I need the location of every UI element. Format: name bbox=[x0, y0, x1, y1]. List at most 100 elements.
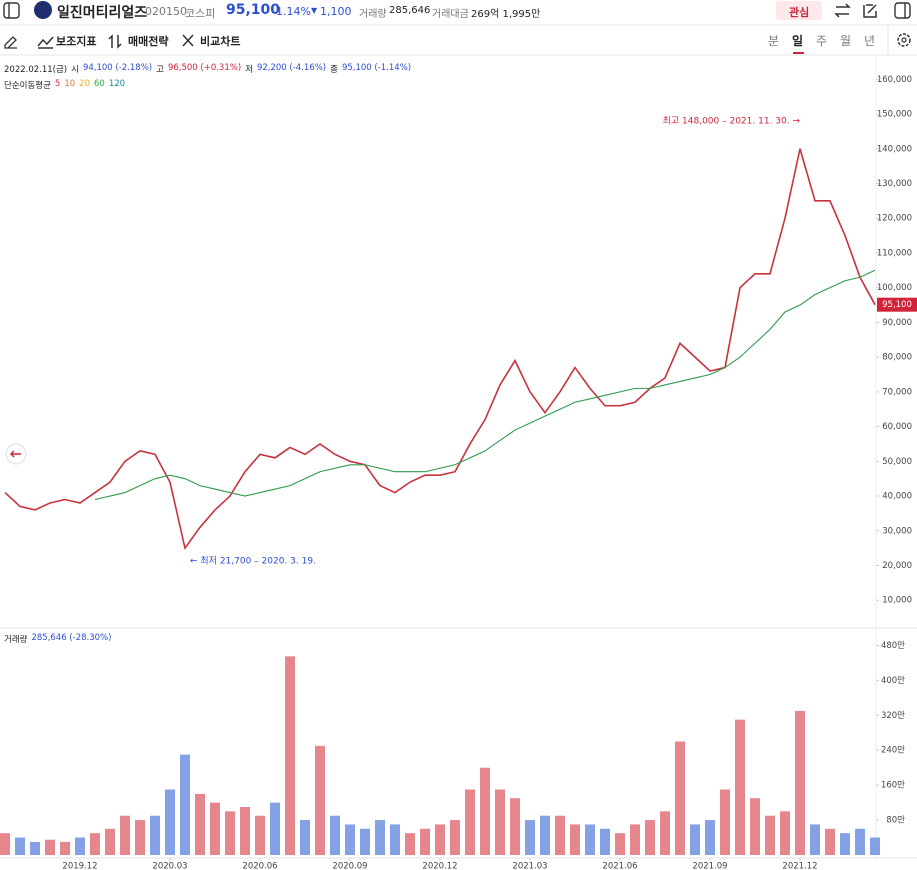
ma-legend-item: 60 bbox=[94, 79, 105, 89]
volume-bar bbox=[345, 824, 355, 855]
volume-bar bbox=[870, 837, 880, 855]
date: 2022.02.11(금) bbox=[4, 65, 68, 75]
volume-bar bbox=[840, 833, 850, 855]
y-tick-label: 140,000 bbox=[877, 144, 912, 154]
volume-bar bbox=[180, 754, 190, 855]
volume-bar bbox=[600, 828, 610, 855]
volume-bar bbox=[765, 815, 775, 855]
volume-bar bbox=[120, 815, 130, 855]
y-tick-label: 150,000 bbox=[877, 110, 912, 120]
ma-legend: 단순이동평균 5 10 20 60 120 bbox=[4, 79, 125, 91]
volume-bar bbox=[405, 833, 415, 855]
swap-icon[interactable] bbox=[834, 3, 851, 18]
indicator-icon[interactable] bbox=[37, 36, 54, 49]
volume-bar bbox=[0, 833, 10, 855]
volume-bar bbox=[75, 837, 85, 855]
value: 95,100 (-1.14%) bbox=[341, 63, 412, 73]
label: 종 bbox=[330, 65, 338, 75]
volume-bar bbox=[780, 811, 790, 855]
last-price-tag bbox=[877, 297, 917, 312]
volume-bar bbox=[450, 820, 460, 855]
volume-bar bbox=[810, 824, 820, 855]
logo bbox=[34, 1, 52, 19]
volume-bar bbox=[315, 745, 325, 855]
y-tick-label: 120,000 bbox=[877, 214, 912, 224]
y-tick-label: 480만 bbox=[881, 641, 905, 651]
x-tick-label: 2020.03 bbox=[152, 862, 187, 870]
x-tick-label: 2021.09 bbox=[692, 862, 727, 870]
volume-bar bbox=[300, 820, 310, 855]
volume-bar bbox=[390, 824, 400, 855]
period-active[interactable]: 일 bbox=[792, 34, 804, 48]
settings-icon-core bbox=[901, 37, 907, 43]
period[interactable]: 주 bbox=[816, 34, 828, 48]
volume-bar bbox=[330, 815, 340, 855]
y-tick-label: 400만 bbox=[881, 676, 905, 686]
volume-bar bbox=[420, 828, 430, 855]
volume-bar bbox=[540, 815, 550, 855]
panel-icon[interactable] bbox=[894, 2, 911, 19]
down-arrow: ▼ bbox=[311, 6, 318, 15]
volume-bar bbox=[270, 802, 280, 855]
ma-legend-item: 120 bbox=[108, 79, 126, 89]
x-tick-label: 2021.12 bbox=[782, 862, 817, 870]
volume-bar bbox=[735, 719, 745, 855]
draw-icon[interactable] bbox=[4, 36, 17, 49]
volume-bar bbox=[225, 811, 235, 855]
toolbar-item[interactable]: 보조지표 bbox=[56, 35, 97, 48]
y-tick-label: 70,000 bbox=[882, 387, 912, 397]
volume-bar bbox=[630, 824, 640, 855]
label: 저 bbox=[245, 65, 253, 75]
volume-bar bbox=[480, 767, 490, 855]
price-line bbox=[4, 148, 876, 551]
y-tick-label: 40,000 bbox=[882, 492, 912, 502]
volume-bar bbox=[285, 656, 295, 855]
period-underline bbox=[793, 52, 804, 54]
y-tick-label: 90,000 bbox=[882, 318, 912, 328]
compare-icon[interactable] bbox=[182, 34, 194, 47]
toolbar-item[interactable]: 매매전략 bbox=[128, 35, 169, 48]
toolbar-item[interactable]: 비교차트 bbox=[200, 35, 241, 48]
period[interactable]: 월 bbox=[840, 34, 852, 48]
y-tick-label: 30,000 bbox=[882, 526, 912, 536]
period[interactable]: 분 bbox=[768, 34, 780, 48]
volume-bar bbox=[165, 789, 175, 855]
volume-bar bbox=[645, 820, 655, 855]
settings-icon[interactable] bbox=[897, 33, 911, 47]
volume-label: 거래량 bbox=[359, 9, 387, 20]
ma-legend-item: 5 bbox=[54, 79, 61, 89]
x-tick-label: 2019.12 bbox=[62, 862, 97, 870]
strategy-icon[interactable] bbox=[108, 34, 122, 49]
change-pct: -1.14% bbox=[272, 5, 311, 18]
x-tick-label: 2020.12 bbox=[422, 862, 457, 870]
volume-bar bbox=[615, 833, 625, 855]
amount: 269억 1,995만 bbox=[471, 9, 541, 20]
volume-bar bbox=[135, 820, 145, 855]
volume-bar bbox=[720, 789, 730, 855]
stock-name: 일진머티리얼즈 bbox=[57, 5, 148, 21]
volume-bar bbox=[375, 820, 385, 855]
market: 코스피 bbox=[185, 7, 216, 20]
watch-text[interactable]: 관심 bbox=[789, 6, 810, 19]
amount-label: 거래대금 bbox=[432, 9, 469, 20]
price-line bbox=[94, 269, 876, 501]
edit-icon[interactable] bbox=[863, 4, 877, 18]
y-tick-label: 60,000 bbox=[882, 422, 912, 432]
volume-bar bbox=[210, 802, 220, 855]
volume-bar bbox=[195, 793, 205, 855]
volume-bar bbox=[105, 828, 115, 855]
sidebar-icon[interactable] bbox=[3, 2, 20, 19]
volume-bar bbox=[585, 824, 595, 855]
value: 285,646 (-28.30%) bbox=[31, 633, 112, 643]
volume-bar bbox=[45, 839, 55, 855]
volume-bar bbox=[825, 828, 835, 855]
volume-bar bbox=[30, 841, 40, 855]
ohlc-info: 2022.02.11(금) 시 94,100 (-2.18%) 고 96,500 (… bbox=[4, 63, 411, 75]
value: 92,200 (-4.16%) bbox=[256, 63, 327, 73]
ma-title: 단순이동평균 bbox=[4, 81, 51, 91]
volume-info: 거래량 285,646 (-28.30%) bbox=[4, 633, 111, 645]
period[interactable]: 년 bbox=[864, 34, 876, 48]
ma-legend-item: 20 bbox=[79, 79, 90, 89]
watch-button[interactable] bbox=[776, 1, 822, 20]
